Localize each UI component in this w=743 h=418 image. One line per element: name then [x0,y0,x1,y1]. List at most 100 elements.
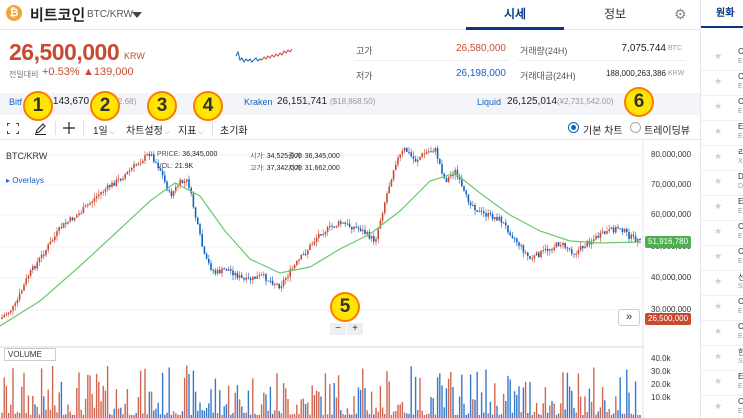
candle-body [78,213,80,216]
volume-bar [3,377,5,418]
candle-body [109,184,111,188]
star-icon[interactable]: ★ [714,51,723,61]
volume-bar [577,373,580,418]
star-icon[interactable]: ★ [714,351,723,361]
star-icon[interactable]: ★ [714,251,723,261]
current-price: 26,500,000 [9,39,120,65]
annotation-marker-3: 3 [147,91,177,121]
market-list-item[interactable]: ★ C E [701,69,743,96]
chart-settings-dropdown[interactable]: 차트설정 ⌵ [126,122,170,137]
volume-bar [639,415,641,418]
candle-body [379,220,382,229]
basic-chart-label[interactable]: 기본 차트 [583,126,623,137]
market-list-item[interactable]: ★ C E [701,244,743,271]
market-list-item[interactable]: ★ C E [701,294,743,321]
candle-body [120,178,122,181]
volume-bar [505,401,507,418]
tab-market[interactable]: 시세 [466,0,564,30]
fullscreen-icon[interactable] [7,123,19,134]
chart-canvas[interactable] [0,141,700,418]
reset-button[interactable]: 초기화 [220,126,248,137]
crosshair-icon[interactable] [63,122,75,134]
star-icon[interactable]: ★ [714,201,723,211]
volume-bar [192,370,195,418]
star-icon[interactable]: ★ [714,276,723,286]
star-icon[interactable]: ★ [714,401,723,411]
interval-dropdown[interactable]: 1일 ⌵ [93,122,115,137]
candle-body [630,234,632,239]
candle-body [62,222,65,228]
market-list-item[interactable]: ★ 선 S [701,269,743,296]
market-list-item[interactable]: ★ D D [701,169,743,196]
tradingview-radio[interactable] [630,122,641,133]
star-icon[interactable]: ★ [714,326,723,336]
volume-bar [203,410,206,418]
exchange-kraken-usd: ($18,868.50) [330,97,376,106]
market-list-item[interactable]: ★ C E [701,319,743,346]
coin-dropdown-icon[interactable] [132,12,142,18]
market-list-item[interactable]: ★ C E [701,94,743,121]
market-item-name: C [738,222,743,231]
volume-bar [54,405,56,418]
candle-body [326,226,329,233]
ohlc-close-value: 36,345,000 [304,153,340,160]
market-item-symbol: E [738,258,743,265]
candle-body [544,248,547,251]
market-list-item[interactable]: ★ E E [701,369,743,396]
annotation-marker-6: 6 [624,87,654,117]
candle-body [461,179,463,187]
volume-bar [302,398,305,418]
basic-chart-radio[interactable] [568,122,579,133]
market-list-item[interactable]: ★ C E [701,394,743,418]
volume-bar [557,413,560,418]
volume-bar [296,404,298,418]
tab-info[interactable]: 정보 [603,7,627,21]
volume-bar [568,386,571,418]
current-price-tag: 26,500,000 [645,313,692,325]
volume-unit: BTC [668,45,682,52]
zoom-in-button[interactable]: + [347,323,363,335]
volume-bar [234,392,236,418]
coin-name[interactable]: 비트코인 [30,7,86,24]
volume-bar [527,412,529,418]
volume-bar [111,414,113,418]
star-icon[interactable]: ★ [714,376,723,386]
indicators-dropdown[interactable]: 지표 ⌵ [178,122,204,137]
expand-chart-button[interactable]: » [618,309,640,326]
market-list-sidebar: 원화 ★ C E ★ C E ★ C E ★ E E ★ 리 X ★ D D ★ E E ★ C E ★ C E ★ 선 S ★ C E ★ C E ★… [700,0,743,418]
market-list-item[interactable]: ★ 리 X [701,144,743,171]
market-list-item[interactable]: ★ E E [701,119,743,146]
market-list-item[interactable]: ★ C E [701,44,743,71]
star-icon[interactable]: ★ [714,226,723,236]
gear-icon[interactable]: ⚙ [674,6,687,22]
candle-body [535,252,538,256]
candlestick-chart[interactable]: BTC/KRW ▸ Overlays PRICE: 36,345,000 VOL… [0,141,700,418]
volume-bar [131,414,133,418]
market-list-item[interactable]: ★ E E [701,194,743,221]
candle-body [49,241,52,245]
high-value: 26,580,000 [455,43,506,54]
star-icon[interactable]: ★ [714,101,723,111]
volume-bar [120,407,122,418]
market-list-item[interactable]: ★ 한 S [701,344,743,371]
toolbar-separator [55,121,56,135]
tradingview-label[interactable]: 트레이딩뷰 [644,126,690,137]
star-icon[interactable]: ★ [714,126,723,136]
pencil-icon[interactable] [34,122,47,135]
star-icon[interactable]: ★ [714,76,723,86]
market-list-item[interactable]: ★ C E [701,219,743,246]
ohlc-low: 저가: 31,662,000 [288,163,340,173]
volume-bar [100,401,102,418]
candle-body [128,170,131,172]
star-icon[interactable]: ★ [714,176,723,186]
market-item-name: C [738,47,743,56]
volume-bar [69,411,71,418]
overlays-toggle[interactable]: ▸ Overlays [6,176,44,185]
candle-body [419,157,421,160]
zoom-out-button[interactable]: − [330,323,346,335]
star-icon[interactable]: ★ [714,301,723,311]
candle-body [124,174,126,179]
star-icon[interactable]: ★ [714,151,723,161]
candle-body [285,278,287,280]
tab-krw-market[interactable]: 원화 [701,0,743,28]
